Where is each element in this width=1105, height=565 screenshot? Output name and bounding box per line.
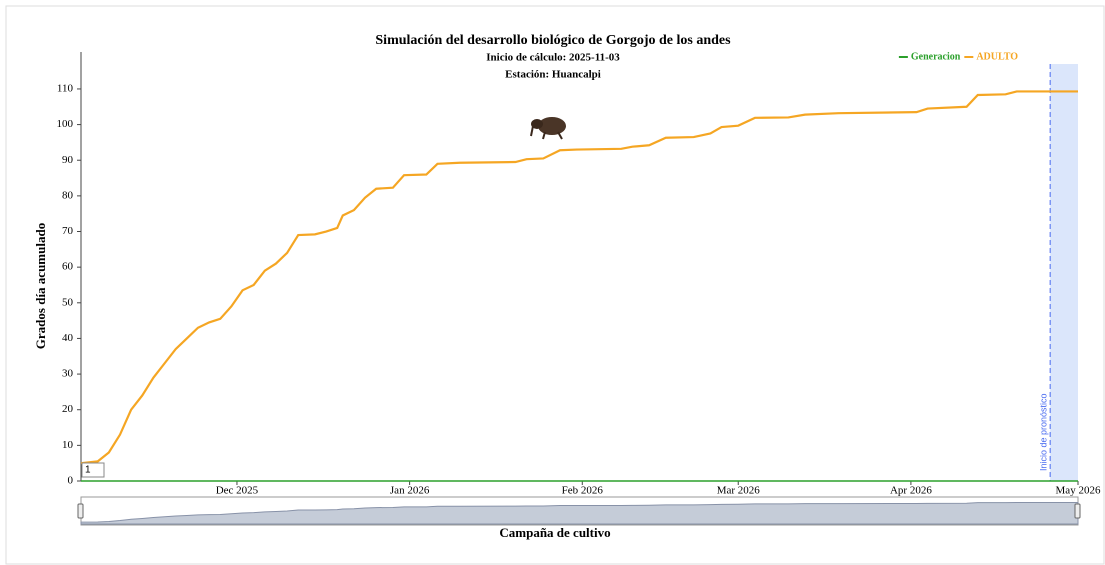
chart-title: Simulación del desarrollo biológico de G…	[375, 33, 731, 48]
legend-label: Generacion	[911, 51, 961, 62]
y-tick-label: 80	[62, 189, 74, 201]
forecast-region	[1050, 64, 1078, 481]
y-tick-label: 70	[62, 225, 74, 237]
y-tick-label: 60	[62, 261, 74, 273]
x-axis-label: Campaña de cultivo	[499, 525, 610, 540]
y-tick-label: 10	[62, 439, 74, 451]
y-tick-label: 40	[62, 332, 74, 344]
range-slider-area	[80, 501, 1079, 525]
y-tick-label: 90	[62, 154, 74, 166]
range-handle[interactable]	[1074, 503, 1081, 519]
y-tick-label: 0	[68, 475, 74, 487]
x-tick-label: Mar 2026	[717, 485, 761, 497]
x-tick-label: Apr 2026	[890, 485, 932, 497]
y-axis-label: Grados día acumulado	[33, 223, 48, 349]
series-line	[80, 90, 1078, 465]
marker-label: 1	[85, 465, 91, 476]
range-slider[interactable]	[77, 496, 1081, 526]
marker-box	[81, 462, 105, 478]
x-tick-label: Jan 2026	[390, 485, 430, 497]
weevil-icon	[530, 117, 566, 140]
x-tick-label: Feb 2026	[562, 485, 604, 497]
y-tick-label: 50	[62, 296, 74, 308]
range-handle[interactable]	[77, 503, 84, 519]
legend-label: ADULTO	[976, 51, 1018, 62]
x-tick-label: May 2026	[1056, 485, 1101, 497]
y-tick-label: 30	[62, 368, 74, 380]
forecast-label: Inicio de pronóstico	[1039, 393, 1049, 471]
y-tick-label: 110	[57, 82, 74, 94]
x-tick-label: Dec 2025	[216, 485, 259, 497]
chart-subtitle: Inicio de cálculo: 2025-11-03	[486, 52, 620, 64]
chart-subtitle: Estación: Huancalpi	[505, 69, 601, 81]
y-tick-label: 20	[62, 403, 74, 415]
frame	[5, 5, 1105, 565]
y-tick-label: 100	[57, 118, 74, 130]
